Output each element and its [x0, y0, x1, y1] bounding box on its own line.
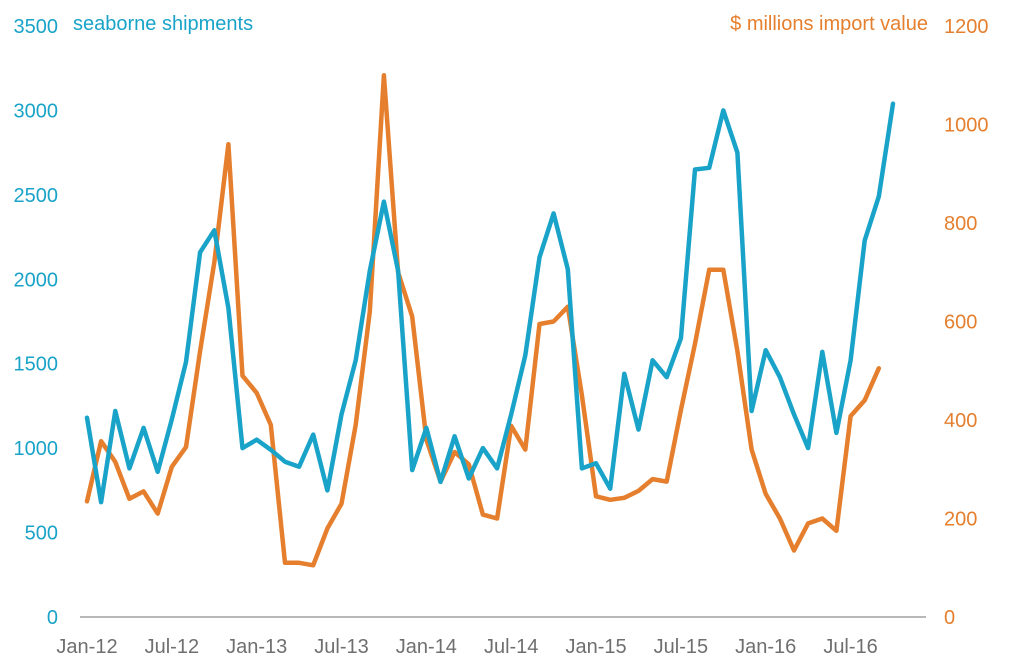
right-axis-ticks: 0 200 400 600 800 1000 1200	[944, 16, 989, 629]
series-line-import-value	[84, 73, 882, 568]
left-tick-label: 2000	[14, 269, 59, 291]
right-tick-label: 400	[944, 410, 977, 432]
left-tick-label: 1500	[14, 354, 59, 376]
left-tick-label: 0	[47, 607, 58, 629]
series-line-seaborne-shipments	[84, 101, 896, 505]
x-tick-label: Jan-14	[396, 636, 457, 658]
x-tick-label: Jan-15	[565, 636, 626, 658]
x-tick-label: Jan-13	[226, 636, 287, 658]
left-tick-label: 1000	[14, 438, 59, 460]
left-tick-label: 3000	[14, 100, 59, 122]
right-tick-label: 600	[944, 312, 977, 334]
right-tick-label: 1000	[944, 115, 989, 137]
x-tick-label: Jul-15	[654, 636, 708, 658]
x-axis-ticks: Jan-12 Jul-12 Jan-13 Jul-13 Jan-14 Jul-1…	[56, 636, 877, 658]
x-tick-label: Jul-13	[314, 636, 368, 658]
right-tick-label: 800	[944, 213, 977, 235]
left-tick-label: 500	[25, 523, 58, 545]
left-tick-label: 3500	[14, 16, 59, 38]
x-tick-label: Jul-14	[484, 636, 538, 658]
x-tick-label: Jan-16	[735, 636, 796, 658]
right-tick-label: 0	[944, 607, 955, 629]
x-tick-label: Jan-12	[56, 636, 117, 658]
left-axis-ticks: 0 500 1000 1500 2000 2500 3000 3500	[14, 16, 59, 629]
left-axis-title: seaborne shipments	[73, 13, 253, 35]
right-tick-label: 200	[944, 509, 977, 531]
x-tick-label: Jul-12	[145, 636, 199, 658]
right-tick-label: 1200	[944, 16, 989, 38]
left-tick-label: 2500	[14, 185, 59, 207]
right-axis-title: $ millions import value	[730, 13, 928, 35]
x-tick-label: Jul-16	[823, 636, 877, 658]
